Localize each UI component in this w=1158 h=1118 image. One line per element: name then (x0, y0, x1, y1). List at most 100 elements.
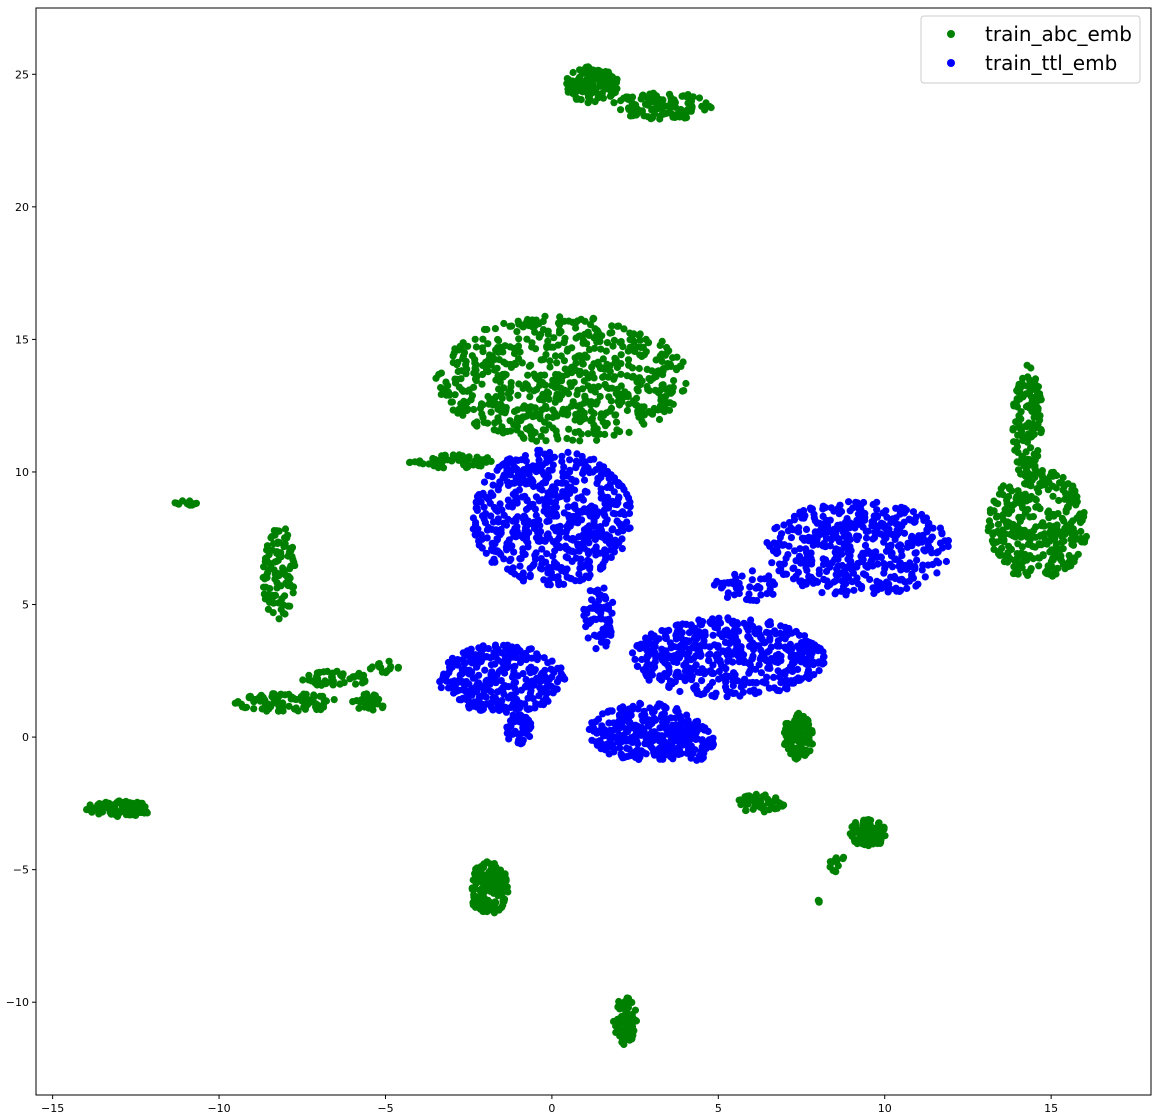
data-point (1013, 522, 1022, 530)
data-point (472, 878, 480, 886)
y-tick-label: 5 (22, 599, 29, 612)
data-point (862, 549, 870, 558)
data-point (645, 387, 654, 395)
data-point (510, 693, 518, 702)
data-point (500, 896, 508, 904)
data-point (619, 703, 627, 711)
data-point (727, 688, 736, 697)
data-point (596, 392, 604, 401)
data-point (682, 659, 690, 667)
data-point (1019, 558, 1027, 566)
data-point (1059, 473, 1067, 482)
data-point (549, 424, 557, 432)
data-point (711, 693, 719, 701)
data-point (484, 419, 492, 427)
data-point (623, 406, 632, 415)
data-point (987, 521, 995, 530)
data-point (543, 550, 551, 558)
data-point (487, 661, 495, 669)
data-point (503, 467, 511, 475)
data-point (1015, 412, 1023, 420)
data-point (573, 450, 581, 458)
data-point (329, 681, 337, 689)
data-point (802, 525, 811, 534)
data-point (496, 378, 504, 386)
data-point (626, 343, 634, 351)
data-point (870, 519, 878, 527)
data-point (673, 737, 681, 745)
data-point (438, 452, 446, 460)
data-point (640, 707, 648, 715)
data-point (618, 545, 626, 553)
data-point (276, 691, 284, 700)
data-point (572, 554, 580, 562)
data-point (760, 808, 768, 816)
data-point (1010, 563, 1018, 571)
data-point (489, 541, 497, 549)
data-point (879, 520, 887, 528)
data-point (1006, 555, 1014, 563)
data-point (635, 755, 643, 764)
data-point (464, 405, 472, 413)
data-point (527, 464, 535, 472)
data-point (523, 335, 531, 343)
data-point (880, 538, 888, 546)
data-point (724, 589, 732, 597)
data-point (638, 352, 646, 360)
data-point (610, 336, 619, 344)
data-point (494, 427, 502, 435)
x-tick-label: −15 (41, 1102, 64, 1115)
data-point (596, 80, 604, 88)
data-point (1027, 444, 1035, 452)
data-point (935, 559, 943, 567)
data-point (430, 462, 438, 470)
data-point (546, 363, 554, 371)
data-point (1046, 537, 1054, 545)
data-point (921, 573, 929, 581)
data-point (675, 750, 683, 759)
data-point (894, 556, 902, 564)
data-point (992, 513, 1001, 521)
data-point (936, 539, 945, 547)
data-point (492, 547, 500, 555)
data-point (514, 342, 523, 350)
data-point (551, 685, 559, 693)
data-point (765, 629, 773, 637)
data-point (436, 678, 444, 686)
data-point (913, 556, 921, 564)
data-point (460, 348, 469, 357)
data-point (683, 108, 691, 116)
data-point (999, 516, 1008, 524)
data-point (559, 372, 567, 380)
legend-label-train-ttl-emb: train_ttl_emb (985, 51, 1117, 75)
data-point (258, 705, 266, 713)
data-point (616, 715, 624, 723)
data-point (328, 673, 336, 681)
series-train-abc-emb (83, 63, 1090, 1049)
data-point (513, 406, 522, 414)
data-point (542, 437, 550, 445)
y-tick-label: 25 (15, 68, 29, 81)
data-point (842, 538, 851, 546)
data-point (744, 800, 752, 808)
data-point (600, 506, 609, 514)
data-point (601, 430, 609, 438)
data-point (1060, 537, 1068, 545)
data-point (497, 343, 505, 351)
data-point (806, 747, 814, 755)
data-point (574, 540, 582, 548)
x-tick-label: −10 (207, 1102, 230, 1115)
y-tick-label: −5 (13, 864, 29, 877)
data-point (605, 540, 614, 548)
data-point (482, 458, 490, 466)
data-point (563, 472, 571, 480)
data-point (606, 362, 614, 370)
data-point (608, 329, 616, 337)
data-point (482, 549, 490, 557)
data-point (842, 571, 851, 579)
data-point (725, 647, 733, 656)
data-point (794, 568, 803, 577)
data-point (796, 578, 805, 586)
data-point (502, 406, 510, 414)
data-point (756, 584, 764, 592)
